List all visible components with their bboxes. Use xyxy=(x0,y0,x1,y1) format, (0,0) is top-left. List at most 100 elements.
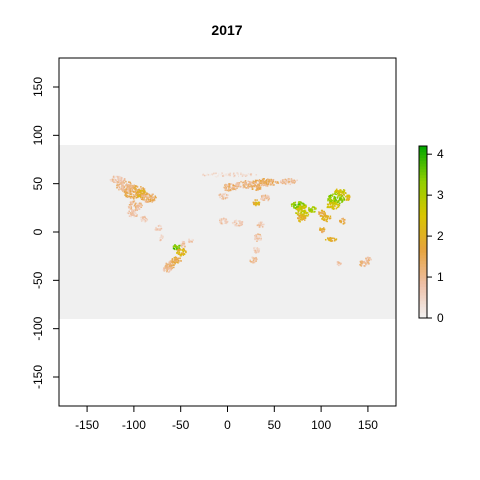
raster-cell xyxy=(143,189,145,192)
raster-cell xyxy=(133,214,135,217)
raster-cell xyxy=(263,179,265,181)
raster-cell xyxy=(304,204,307,207)
raster-cell xyxy=(304,215,306,218)
raster-cell xyxy=(169,260,172,262)
raster-cell xyxy=(238,224,241,227)
raster-cell xyxy=(367,261,369,264)
raster-cell xyxy=(155,227,157,229)
raster-cell xyxy=(121,187,124,190)
raster-cell xyxy=(138,208,141,210)
raster-cell xyxy=(132,200,135,203)
raster-cell xyxy=(223,219,226,221)
raster-cell xyxy=(332,237,334,239)
raster-cell xyxy=(129,189,132,191)
raster-cell xyxy=(151,193,153,196)
raster-cell xyxy=(160,237,162,239)
raster-cell xyxy=(180,260,182,262)
raster-cell xyxy=(254,238,256,241)
raster-cell xyxy=(241,173,243,175)
raster-cell xyxy=(171,258,174,260)
raster-cell xyxy=(322,212,324,215)
legend-frame xyxy=(418,145,428,319)
raster-cell xyxy=(130,192,133,195)
raster-cell xyxy=(258,224,261,227)
raster-cell xyxy=(241,181,244,184)
raster-cell xyxy=(172,263,174,266)
raster-cell xyxy=(170,267,173,270)
raster-cell xyxy=(253,257,256,260)
raster-cell xyxy=(369,257,371,259)
raster-cell xyxy=(215,172,217,175)
raster-cell xyxy=(300,217,303,219)
raster-cell xyxy=(122,182,124,185)
raster-cell xyxy=(252,259,255,261)
raster-cell xyxy=(129,192,132,194)
raster-cell xyxy=(343,219,346,222)
raster-cell xyxy=(131,214,133,216)
raster-cell xyxy=(261,196,263,198)
raster-cell xyxy=(329,205,332,207)
raster-cell xyxy=(284,179,286,182)
raster-cell xyxy=(297,204,299,207)
raster-cell xyxy=(120,179,122,182)
raster-cell xyxy=(251,185,254,188)
raster-cell xyxy=(330,237,333,240)
legend-color-step xyxy=(419,254,427,259)
raster-cell xyxy=(223,174,226,176)
raster-cell xyxy=(346,199,349,201)
raster-cell xyxy=(298,203,300,205)
raster-cell xyxy=(221,218,223,220)
raster-cell xyxy=(322,216,324,219)
raster-cell xyxy=(133,211,136,214)
raster-cell xyxy=(291,203,293,205)
raster-cell xyxy=(260,239,262,241)
raster-cell xyxy=(299,214,302,217)
raster-cell xyxy=(335,190,337,193)
raster-cell xyxy=(336,192,339,195)
legend-color-step xyxy=(419,229,427,233)
legend-color-step xyxy=(419,214,427,219)
raster-cell xyxy=(364,265,366,268)
raster-cell xyxy=(254,201,257,204)
raster-cell xyxy=(164,267,166,269)
raster-cell xyxy=(257,237,259,240)
raster-cell xyxy=(339,189,341,191)
raster-cell xyxy=(308,208,310,210)
raster-cell xyxy=(109,179,112,181)
legend-color-step xyxy=(419,189,427,193)
raster-cell xyxy=(255,189,258,192)
raster-cell xyxy=(230,189,232,192)
raster-cell xyxy=(130,206,133,208)
raster-cell xyxy=(183,242,185,245)
raster-cell xyxy=(253,201,255,204)
raster-cell xyxy=(266,197,268,200)
raster-cell xyxy=(319,229,322,232)
raster-cell xyxy=(136,205,138,207)
raster-cell xyxy=(345,195,347,198)
raster-cell xyxy=(243,181,246,183)
raster-cell xyxy=(291,180,293,182)
legend-color-step xyxy=(419,257,427,262)
raster-cell xyxy=(152,196,155,199)
raster-cell xyxy=(246,173,249,175)
raster-cell xyxy=(293,182,295,184)
raster-cell xyxy=(229,186,232,189)
raster-patch xyxy=(359,260,370,268)
raster-cell xyxy=(174,260,177,263)
raster-cell xyxy=(130,183,132,185)
raster-cell xyxy=(257,186,259,189)
raster-cell xyxy=(343,193,345,195)
raster-cell xyxy=(304,206,306,208)
raster-cell xyxy=(264,179,267,182)
raster-cell xyxy=(341,218,343,220)
raster-cell xyxy=(117,184,120,186)
raster-cell xyxy=(161,239,164,241)
raster-cell xyxy=(258,222,261,224)
raster-patch xyxy=(321,214,332,223)
raster-cell xyxy=(147,201,150,203)
raster-cell xyxy=(112,180,114,183)
raster-cell xyxy=(257,222,260,225)
raster-cell xyxy=(299,220,301,223)
raster-cell xyxy=(293,202,295,204)
raster-cell xyxy=(129,181,132,184)
